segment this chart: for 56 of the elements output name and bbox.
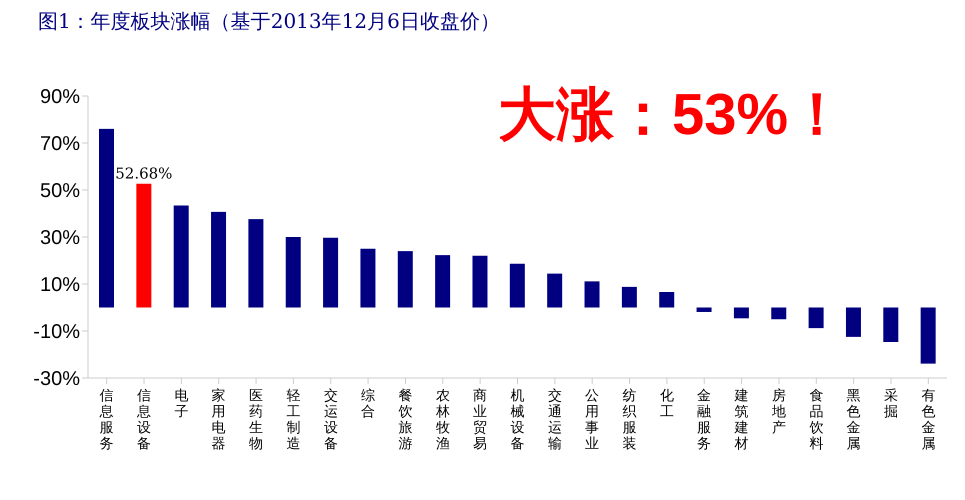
- x-tick-label: 建筑建材: [734, 388, 749, 452]
- bar: [883, 308, 898, 342]
- x-tick-label: 餐饮旅游: [397, 388, 412, 452]
- x-tick-label: 房地产: [770, 388, 786, 436]
- bar: [771, 308, 786, 320]
- x-tick-label: 纺织服装: [622, 388, 637, 452]
- bar: [846, 308, 861, 337]
- y-tick-label: -30%: [33, 368, 80, 390]
- y-tick-label: 10%: [40, 274, 80, 296]
- bar: [472, 256, 488, 308]
- bar: [920, 308, 936, 364]
- bar: [659, 292, 674, 308]
- chart-title: 图1：年度板块涨幅（基于2013年12月6日收盘价）: [38, 8, 500, 35]
- x-tick-label: 农林牧渔: [434, 388, 450, 452]
- x-tick-label: 金融服务: [697, 388, 712, 452]
- y-tick-label: 30%: [40, 227, 80, 250]
- bar: [696, 308, 712, 312]
- bar: [734, 308, 749, 318]
- x-tick-label: 家用电器: [212, 388, 226, 452]
- bar: [211, 212, 226, 308]
- x-tick-label: 交通运输: [548, 388, 562, 452]
- y-tick-label: 50%: [40, 180, 80, 202]
- bar: [435, 255, 450, 308]
- x-tick-label: 电子: [174, 388, 188, 420]
- bar: [174, 206, 189, 308]
- x-tick-label: 食品饮料: [808, 388, 824, 452]
- x-tick-label: 信息服务: [98, 388, 114, 452]
- bar: [584, 281, 600, 308]
- x-tick-label: 医药生物: [249, 388, 264, 452]
- bar: [622, 286, 637, 308]
- x-tick-label: 公用事业: [585, 388, 600, 452]
- bar: [99, 128, 114, 308]
- bar: [360, 248, 376, 308]
- bar: [398, 251, 413, 308]
- x-tick-label: 信息设备: [136, 388, 152, 452]
- y-tick-label: 90%: [40, 86, 80, 108]
- x-tick-label: 机械设备: [510, 388, 524, 452]
- bar: [510, 264, 525, 308]
- x-tick-label: 采掘: [884, 388, 898, 420]
- bar: [286, 237, 301, 308]
- x-tick-label: 黑色金属: [846, 388, 861, 452]
- x-tick-label: 轻工制造: [286, 388, 300, 452]
- x-tick-label: 综合: [361, 388, 376, 420]
- y-tick-label: 70%: [40, 133, 80, 156]
- x-tick-label: 有色金属: [921, 388, 936, 452]
- y-tick-label: -10%: [33, 321, 80, 344]
- bar: [136, 184, 152, 308]
- data-label: 52.68%: [115, 164, 172, 183]
- bar: [248, 219, 264, 308]
- annotation: 大涨：53%！: [498, 81, 846, 149]
- x-tick-label: 商业贸易: [473, 388, 488, 452]
- x-tick-label: 化工: [660, 388, 674, 420]
- bar: [808, 308, 824, 328]
- bar: [547, 274, 562, 308]
- bar: [323, 238, 338, 308]
- x-tick-label: 交运设备: [324, 388, 338, 452]
